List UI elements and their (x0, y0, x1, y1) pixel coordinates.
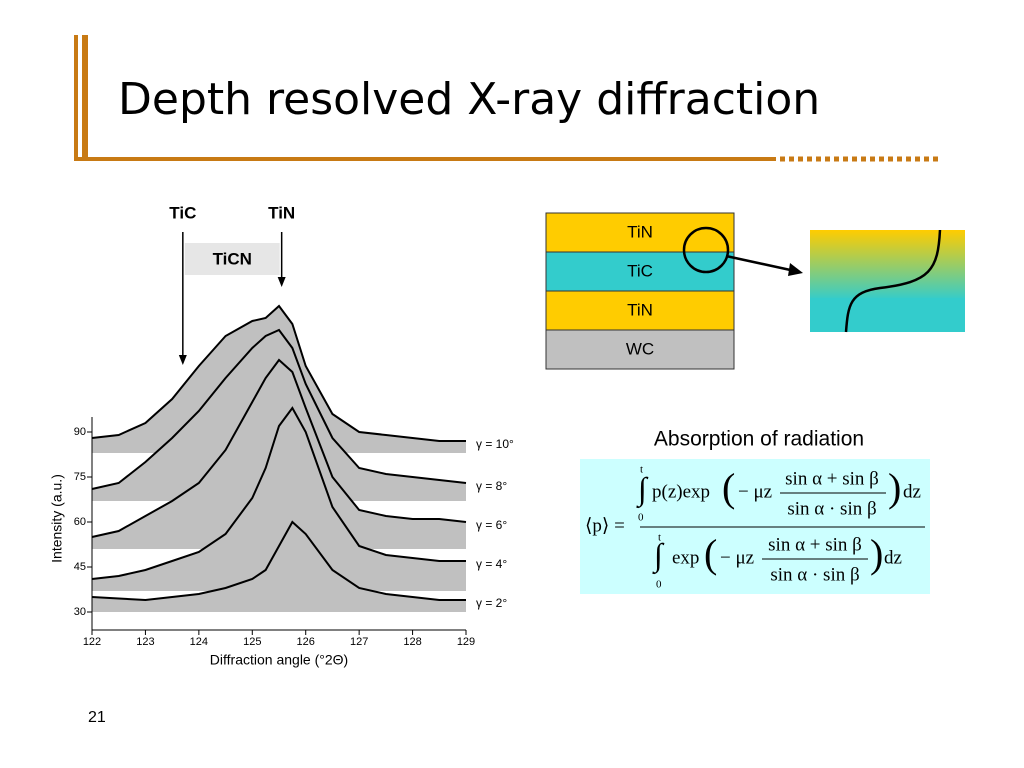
x-tick-label: 125 (243, 636, 261, 648)
x-tick-label: 128 (403, 636, 421, 648)
formula-text: sin α · sin β (770, 564, 859, 585)
slide-title: Depth resolved X-ray diffraction (118, 74, 820, 125)
series-label: γ = 10° (476, 437, 514, 451)
x-tick-label: 122 (83, 636, 101, 648)
formula-text: dz (903, 481, 921, 502)
layer-label: TiN (627, 222, 653, 241)
arrow-head (178, 355, 187, 365)
interface-substrate (810, 298, 965, 332)
lower-limit: 0 (656, 579, 662, 591)
series-label: γ = 8° (476, 479, 507, 493)
absorption-label: Absorption of radiation (654, 428, 864, 451)
series-label: γ = 6° (476, 518, 507, 532)
annotation: TiN (268, 203, 295, 222)
paren: ( (704, 531, 717, 576)
formula-text: p(z)exp (652, 481, 710, 502)
zoom-arrow (725, 254, 796, 273)
curve (91, 406, 466, 580)
annotation-box (184, 243, 280, 275)
page-number: 21 (88, 709, 106, 726)
x-tick-label: 123 (136, 636, 154, 648)
x-axis-label: Diffraction angle (°2Θ) (210, 652, 348, 668)
arrow-head (277, 277, 286, 287)
layer-label: TiC (627, 261, 653, 280)
annotation: TiCN (213, 249, 252, 268)
integral: ∫ (652, 536, 665, 574)
layer-stack: TiN TiC TiN WC (545, 212, 735, 370)
formula-text: sin α + sin β (768, 534, 862, 555)
x-tick-label: 126 (297, 636, 315, 648)
formula-text: dz (884, 547, 902, 568)
chart: γ = 10° γ = 8° γ = 6° γ = 4° γ = 2° 30 45 60 75 9… (49, 203, 514, 667)
zoom-circle (682, 226, 730, 274)
arrow-head (788, 263, 803, 276)
series-label: γ = 4° (476, 557, 507, 571)
integral: ∫ (636, 470, 649, 508)
upper-limit: t (640, 464, 643, 476)
profile-curve (844, 229, 942, 333)
formula-text: exp (672, 547, 699, 568)
y-tick-label: 30 (74, 606, 86, 618)
layer-label: TiN (627, 300, 653, 319)
formula-text: sin α + sin β (785, 468, 879, 489)
accent-bar (82, 35, 88, 161)
formula-text: sin α · sin β (787, 498, 876, 519)
area (92, 408, 466, 591)
upper-limit: t (658, 532, 661, 544)
y-tick-label: 90 (74, 426, 86, 438)
paren: ( (722, 465, 735, 510)
formula-text: − μz (720, 547, 754, 568)
y-axis-label: Intensity (a.u.) (49, 474, 65, 563)
curve (91, 328, 467, 490)
y-tick-label: 60 (74, 516, 86, 528)
y-tick-label: 45 (74, 561, 86, 573)
annotation: TiC (169, 203, 196, 222)
x-tick-label: 129 (457, 636, 475, 648)
x-tick-label: 124 (190, 636, 208, 648)
paren: ) (870, 531, 883, 576)
accent-bar (74, 35, 78, 161)
x-tick-label: 127 (350, 636, 368, 648)
curve (91, 520, 466, 602)
paren: ) (888, 465, 901, 510)
accent-rule (74, 157, 776, 161)
layer-label: WC (626, 339, 654, 358)
formula-lhs: ⟨p⟩ = (585, 515, 625, 536)
lower-limit: 0 (638, 512, 644, 524)
formula-text: − μz (738, 481, 772, 502)
curve (91, 304, 466, 442)
formula: ⟨p⟩ = ∫ t 0 p(z)exp ( − μz sin α + sin β… (585, 464, 925, 591)
curve (91, 358, 467, 538)
y-tick-label: 75 (74, 471, 86, 483)
interface-gradient (810, 230, 965, 300)
series-label: γ = 2° (476, 596, 507, 610)
layer (545, 329, 735, 370)
area (92, 522, 466, 612)
